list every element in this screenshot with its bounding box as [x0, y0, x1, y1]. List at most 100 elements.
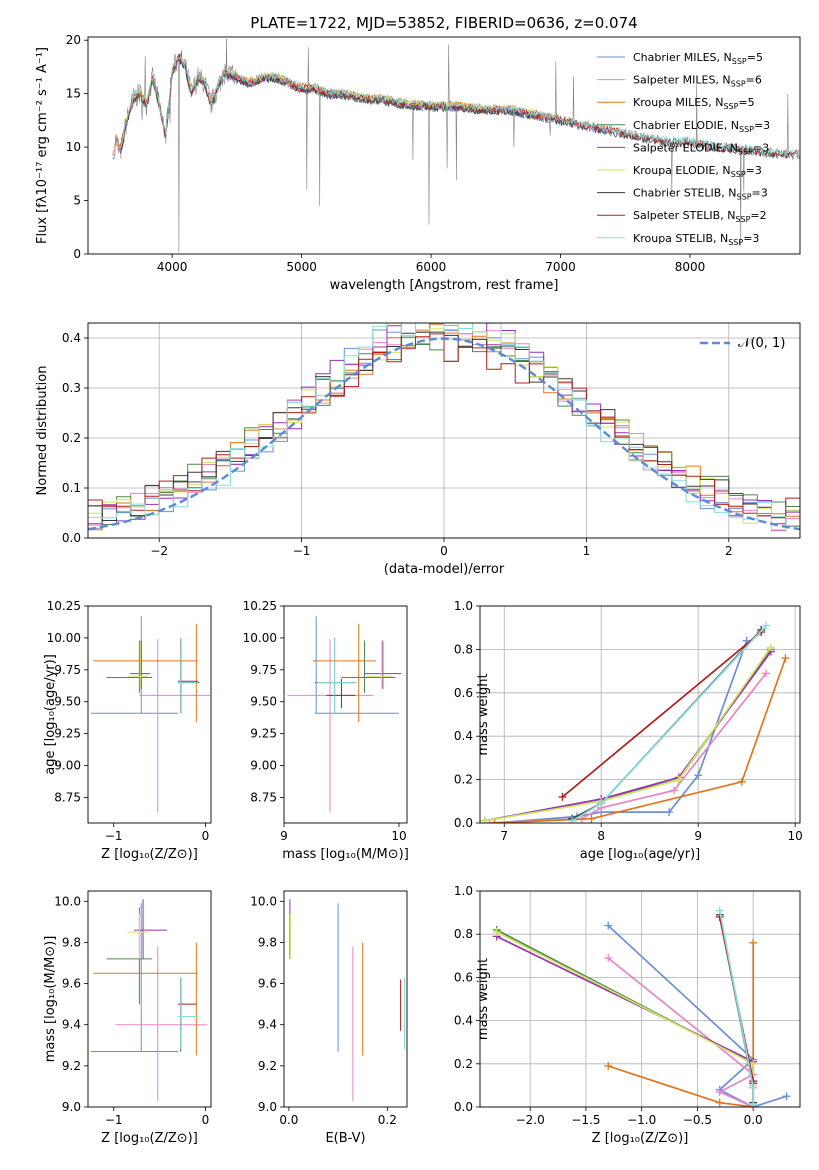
mass-weight-line — [607, 957, 755, 1107]
x-tick-label: −0.5 — [683, 1113, 712, 1127]
mass-weight-line — [484, 648, 772, 822]
mass-weight-line — [607, 942, 755, 1107]
axes-frame — [87, 605, 212, 824]
y-tick-label: 0 — [73, 247, 81, 261]
y-tick-label: 9.0 — [62, 1100, 81, 1114]
y-tick-label: 10.00 — [243, 631, 277, 645]
axes-frame — [87, 322, 801, 539]
y-tick-label: 0.1 — [62, 481, 81, 495]
model-spectrum-line — [120, 53, 794, 159]
x-axis-label: E(B-V) — [325, 1131, 365, 1146]
y-tick-label: 9.4 — [62, 1018, 81, 1032]
x-tick-label: 0.2 — [378, 1113, 397, 1127]
x-axis-label: Z [log₁₀(Z/Z⊙)] — [101, 1131, 198, 1146]
y-axis-label: Normed distribution — [35, 366, 50, 496]
x-tick-label: 9 — [694, 829, 702, 843]
panel-6 — [280, 899, 406, 1111]
x-tick-label: 6000 — [416, 260, 447, 274]
y-tick-label: 9.75 — [54, 663, 81, 677]
y-tick-label: 9.6 — [62, 977, 81, 991]
y-axis-label: mass [log₁₀(M/M⊙)] — [43, 936, 58, 1063]
legend-entry: Chabrier MILES, NSSP=5 — [633, 51, 763, 66]
y-tick-label: 0.6 — [454, 970, 473, 984]
y-tick-label: 20 — [66, 33, 81, 47]
x-tick-label: 7 — [500, 829, 508, 843]
axes-frame — [283, 605, 408, 824]
x-tick-label: 0 — [440, 544, 448, 558]
axes-frame — [87, 890, 212, 1108]
y-tick-label: 9.25 — [250, 727, 277, 741]
y-tick-label: 0.8 — [454, 642, 473, 656]
panel-5 — [84, 899, 208, 1111]
x-tick-label: 1 — [583, 544, 591, 558]
y-tick-label: 0.6 — [454, 686, 473, 700]
x-axis-label: (data-model)/error — [384, 562, 505, 577]
axes-frame — [479, 605, 801, 824]
legend-entry: Salpeter ELODIE, NSSP=3 — [633, 141, 769, 156]
x-tick-label: 9 — [280, 829, 288, 843]
y-tick-label: 0.2 — [454, 773, 473, 787]
y-tick-label: 9.6 — [258, 977, 277, 991]
panel-4 — [476, 605, 800, 827]
x-tick-label: 10 — [391, 829, 406, 843]
y-tick-label: 0.0 — [454, 1100, 473, 1114]
axes-frame — [87, 36, 801, 255]
plot-area — [112, 38, 800, 253]
mass-weight-line — [494, 657, 787, 823]
y-tick-label: 9.8 — [62, 935, 81, 949]
y-axis-label: mass weight — [476, 958, 491, 1040]
model-spectrum-line — [120, 54, 535, 150]
x-tick-label: 5000 — [286, 260, 317, 274]
model-spectrum-line — [112, 55, 614, 156]
x-tick-label: 4000 — [157, 260, 188, 274]
y-tick-label: 8.75 — [54, 790, 81, 804]
y-tick-label: 9.25 — [54, 727, 81, 741]
y-tick-label: 1.0 — [454, 599, 473, 613]
x-axis-label: wavelength [Angstrom, rest frame] — [330, 278, 559, 293]
legend-entry: Salpeter STELIB, NSSP=2 — [633, 209, 767, 224]
y-tick-label: 8.75 — [250, 790, 277, 804]
panel-7 — [476, 890, 800, 1111]
x-tick-label: −1 — [293, 544, 311, 558]
y-tick-label: 9.4 — [258, 1018, 277, 1032]
plot-area — [480, 621, 790, 823]
y-tick-label: 0.8 — [454, 927, 473, 941]
y-axis-label: Flux [fλ10⁻¹⁷ erg cm⁻² s⁻¹ A⁻¹] — [35, 47, 50, 244]
mass-weight-line — [561, 631, 762, 798]
y-tick-label: 9.50 — [54, 695, 81, 709]
y-tick-label: 15 — [66, 87, 81, 101]
mass-weight-line — [496, 929, 755, 1084]
x-axis-label: Z [log₁₀(Z/Z⊙)] — [101, 847, 198, 862]
x-tick-label: −1.5 — [571, 1113, 600, 1127]
y-tick-label: 9.8 — [258, 935, 277, 949]
legend-entry: Kroupa ELODIE, NSSP=3 — [633, 164, 762, 179]
plot-area — [88, 323, 800, 532]
legend-entry: Kroupa MILES, NSSP=5 — [633, 96, 755, 111]
y-tick-label: 9.00 — [54, 759, 81, 773]
panel-1 — [84, 323, 800, 542]
x-axis-label: age [log₁₀(age/yr)] — [580, 847, 701, 862]
y-tick-label: 0.0 — [62, 531, 81, 545]
panel-2 — [84, 605, 211, 827]
x-tick-label: −1 — [105, 829, 123, 843]
plot-area — [289, 899, 406, 1101]
y-tick-label: 0.4 — [454, 729, 473, 743]
y-tick-label: 0.2 — [454, 1057, 473, 1071]
y-tick-label: 10.25 — [243, 599, 277, 613]
legend-entry: Kroupa STELIB, NSSP=3 — [633, 232, 759, 247]
model-spectrum-line — [120, 56, 794, 157]
plot-area — [90, 899, 208, 1101]
x-tick-label: 0 — [202, 1113, 210, 1127]
legend-entry: Salpeter MILES, NSSP=6 — [633, 74, 762, 89]
x-tick-label: 7000 — [545, 260, 576, 274]
panel-0: Chabrier MILES, NSSP=5 Salpeter MILES, NS… — [84, 38, 800, 258]
y-tick-label: 0.0 — [454, 816, 473, 830]
model-spectrum-line — [120, 53, 535, 150]
residual-histogram — [88, 333, 800, 518]
y-tick-label: 1.0 — [454, 884, 473, 898]
normal-curve — [88, 337, 800, 531]
residual-histogram — [88, 323, 800, 527]
x-tick-label: 10 — [788, 829, 803, 843]
y-tick-label: 5 — [73, 194, 81, 208]
